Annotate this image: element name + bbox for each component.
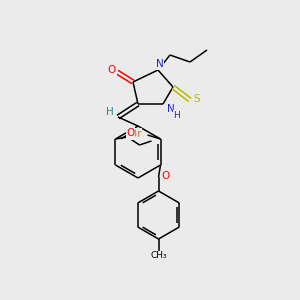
Text: H: H	[174, 110, 180, 119]
Text: N: N	[167, 104, 175, 114]
Text: H: H	[106, 107, 114, 117]
Text: O: O	[126, 128, 135, 138]
Text: CH₃: CH₃	[150, 251, 167, 260]
Text: S: S	[194, 94, 200, 104]
Text: O: O	[161, 171, 169, 181]
Text: O: O	[108, 65, 116, 75]
Text: N: N	[156, 59, 164, 69]
Text: Br: Br	[130, 129, 141, 139]
